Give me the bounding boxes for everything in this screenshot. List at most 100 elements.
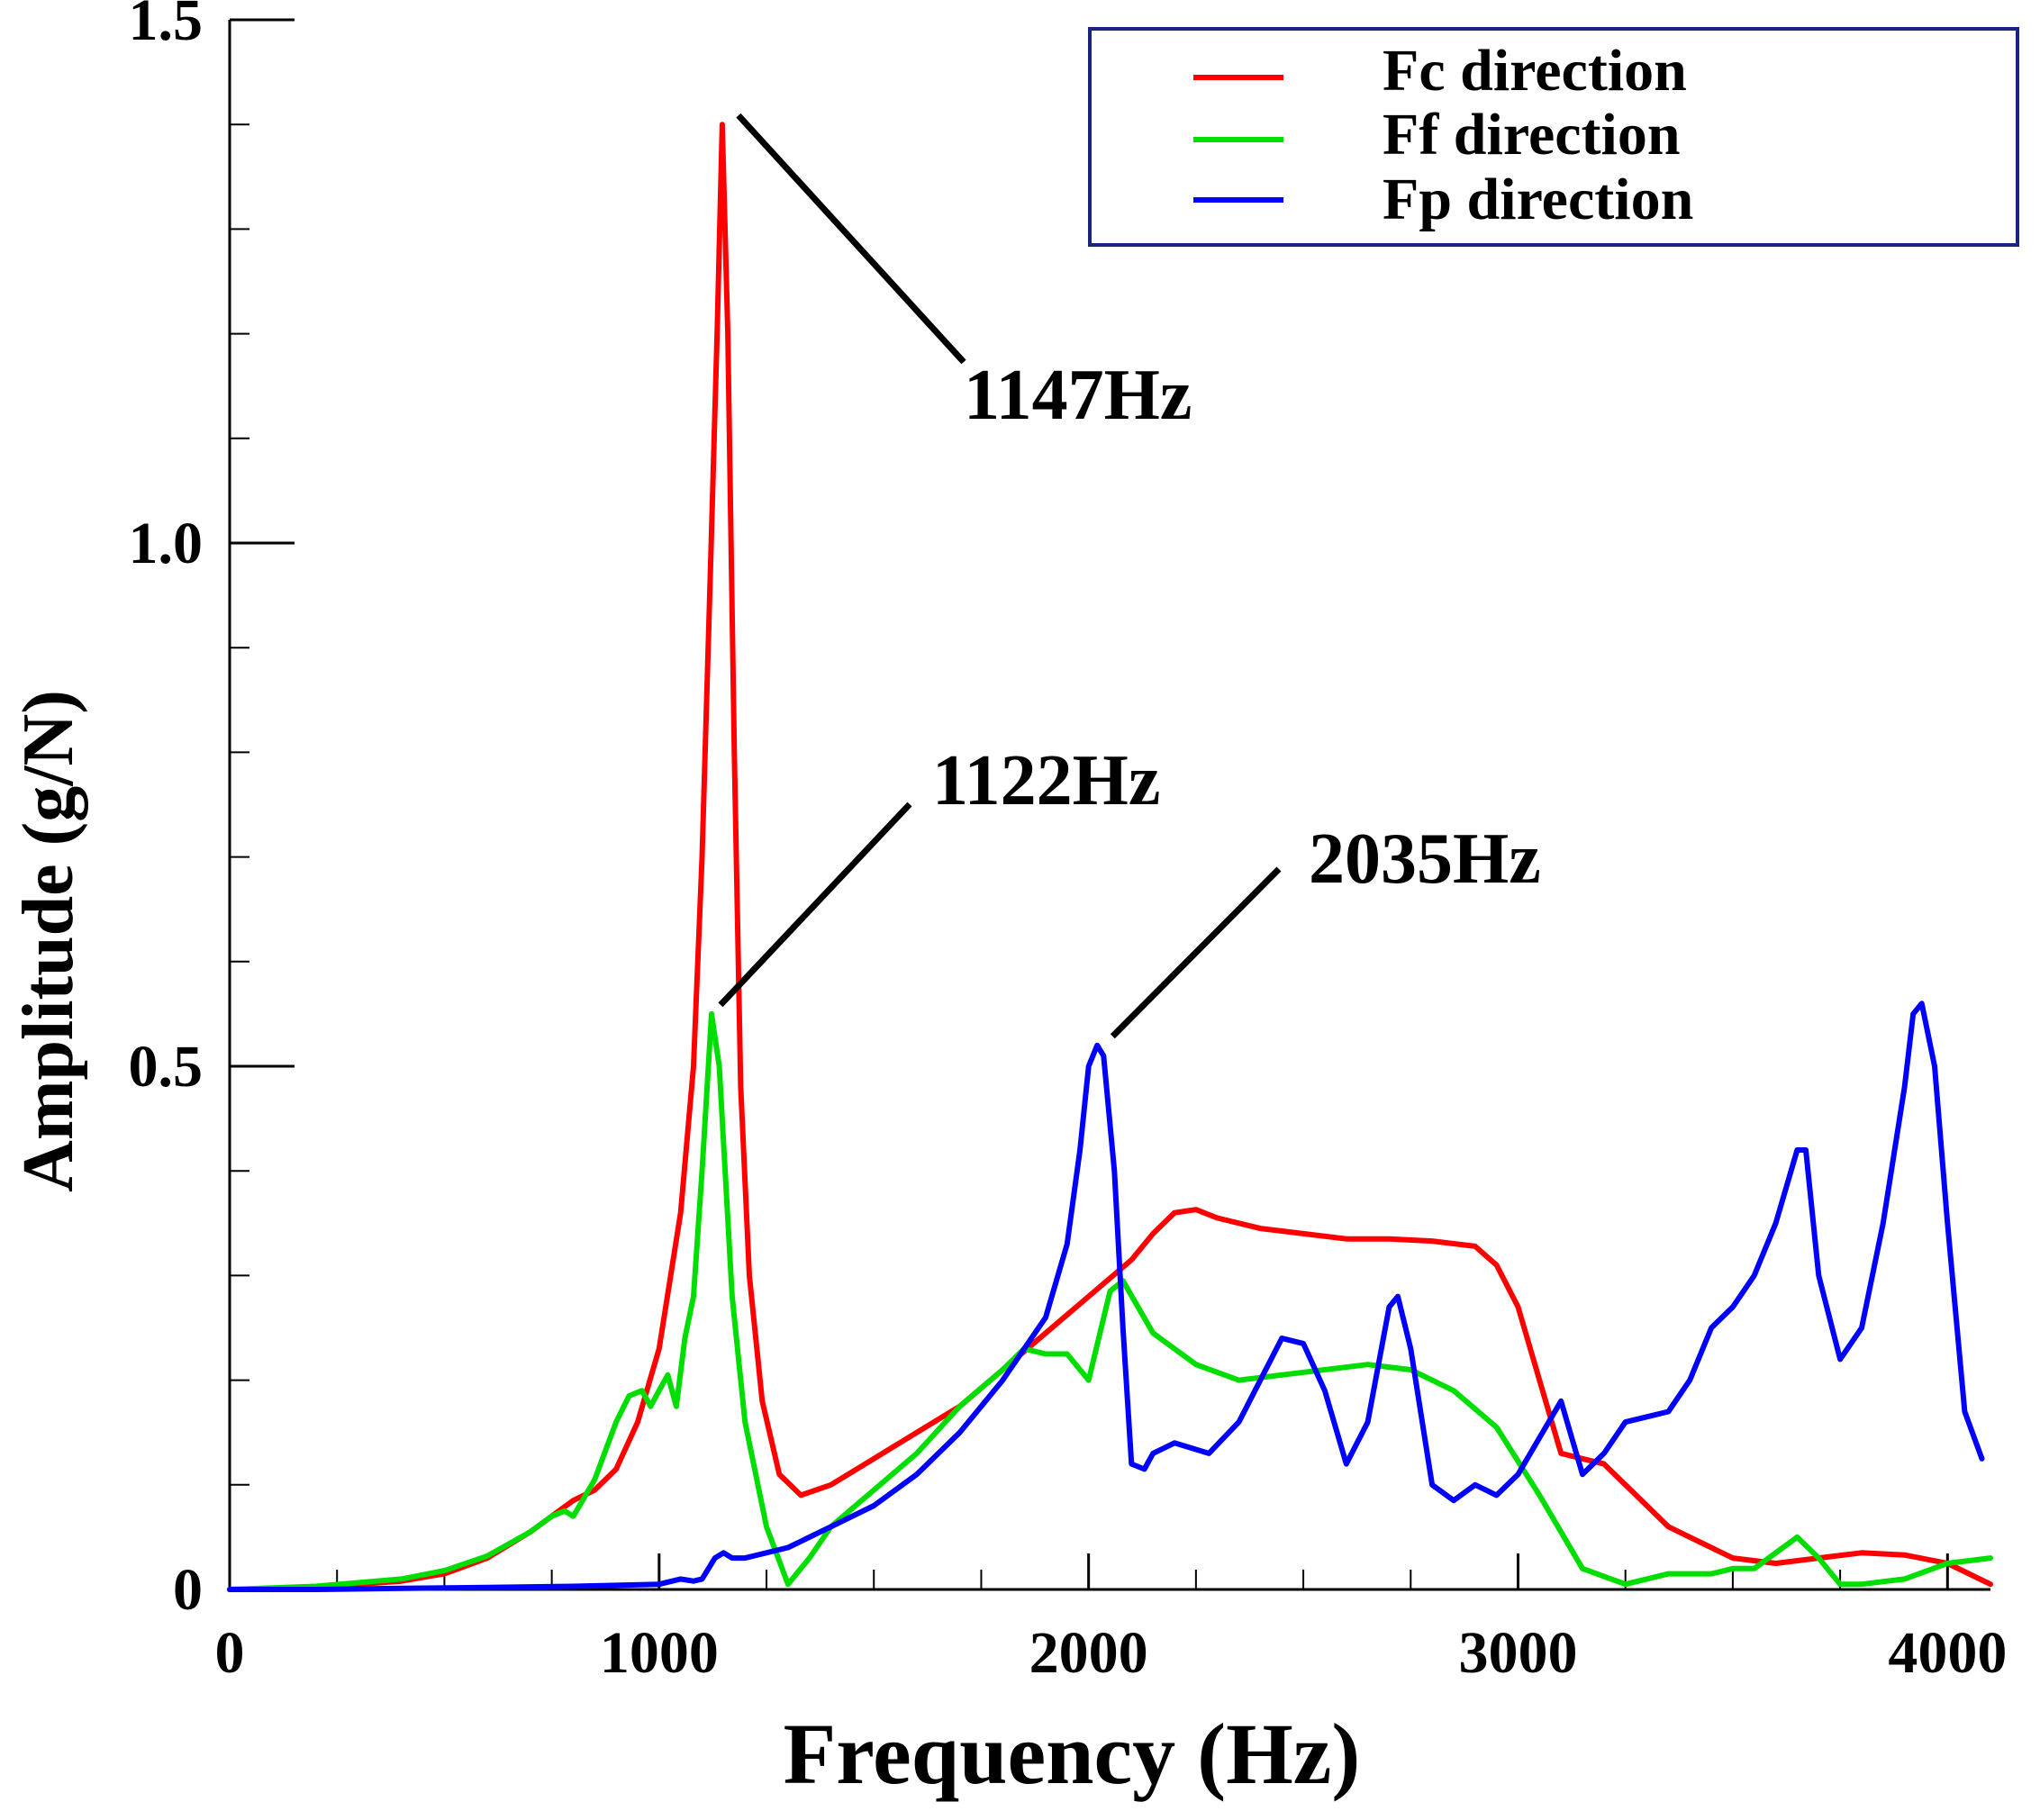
data-point: [1088, 1296, 1090, 1298]
data-point: [675, 1406, 677, 1408]
data-point: [778, 1473, 780, 1475]
data-point: [1045, 1332, 1047, 1334]
data-point: [1410, 1369, 1411, 1371]
data-point: [1431, 1484, 1433, 1486]
data-point: [1174, 1442, 1175, 1444]
data-point: [1775, 1562, 1777, 1564]
data-point: [744, 1557, 746, 1559]
data-point: [641, 1390, 643, 1391]
x-tick-label: 1000: [600, 1620, 719, 1686]
data-point: [615, 1421, 617, 1423]
data-point: [702, 856, 703, 858]
data-point: [748, 1274, 750, 1276]
data-point: [800, 1494, 802, 1496]
data-point: [551, 1516, 553, 1517]
data-point: [1775, 1222, 1777, 1224]
data-point: [959, 1432, 961, 1434]
data-point: [1431, 1240, 1433, 1242]
data-point: [1990, 1557, 1991, 1559]
series-points-2: [229, 1002, 1982, 1590]
data-point: [649, 1406, 651, 1408]
data-point: [739, 1086, 741, 1088]
data-point: [1195, 1209, 1197, 1210]
data-point: [1238, 1421, 1240, 1423]
data-point: [1388, 1238, 1390, 1240]
y-axis-title: Amplitude (g/N): [9, 690, 88, 1192]
data-point: [1861, 1327, 1863, 1328]
data-point: [1921, 1002, 1923, 1004]
data-point: [809, 1557, 811, 1559]
data-point: [564, 1510, 566, 1512]
data-point: [1238, 1380, 1240, 1381]
data-point: [1732, 1557, 1734, 1559]
data-point: [1818, 1274, 1819, 1276]
data-point: [1904, 1578, 1906, 1580]
data-point: [314, 1589, 316, 1590]
data-point: [693, 1296, 694, 1298]
data-point: [658, 1390, 660, 1391]
x-axis-title: Frequency (Hz): [784, 1706, 1361, 1802]
data-point: [1281, 1374, 1283, 1376]
data-point: [766, 1526, 767, 1527]
data-point: [731, 1557, 733, 1559]
data-point: [1732, 1306, 1734, 1308]
data-point: [1934, 1065, 1936, 1067]
series-line-0: [227, 122, 1993, 1592]
y-tick-label: 0: [173, 1557, 203, 1623]
y-tick-label: 1.0: [129, 511, 204, 576]
data-point: [486, 1587, 488, 1589]
data-point: [1625, 1583, 1627, 1585]
series-line-1: [227, 1010, 1993, 1592]
data-point: [693, 1580, 694, 1582]
data-point: [702, 1578, 703, 1580]
data-point: [787, 1547, 789, 1549]
legend-label-fp: Fp direction: [1383, 167, 1693, 232]
data-point: [666, 1374, 668, 1376]
data-point: [1002, 1369, 1003, 1371]
data-point: [1625, 1484, 1627, 1486]
data-point: [1946, 1562, 1948, 1564]
data-point: [1174, 1212, 1175, 1214]
data-point: [1689, 1536, 1691, 1538]
data-point: [873, 1505, 875, 1507]
data-point: [637, 1421, 639, 1423]
data-point: [1367, 1421, 1369, 1423]
data-point: [1195, 1363, 1197, 1365]
data-point: [1538, 1380, 1540, 1381]
data-point: [1122, 1327, 1124, 1328]
data-point: [1646, 1505, 1648, 1507]
data-point: [1113, 1170, 1115, 1172]
data-point: [1582, 1473, 1583, 1475]
x-tick-label: 4000: [1888, 1620, 2007, 1686]
legend-label-ff: Ff direction: [1383, 102, 1681, 168]
data-point: [1560, 1400, 1562, 1402]
data-point: [1904, 1086, 1906, 1088]
data-point: [719, 1065, 721, 1067]
data-point: [1839, 1583, 1841, 1585]
data-point: [733, 751, 735, 753]
data-point: [1667, 1410, 1669, 1412]
data-point: [572, 1586, 574, 1588]
data-point: [401, 1578, 403, 1580]
data-point: [1496, 1426, 1498, 1428]
data-point: [1110, 1290, 1111, 1292]
data-point: [1152, 1332, 1154, 1334]
data-point: [1088, 1380, 1090, 1381]
data-point: [1912, 1013, 1914, 1015]
data-point: [1474, 1484, 1476, 1486]
data-point: [1839, 1358, 1841, 1360]
data-point: [1079, 1149, 1081, 1151]
data-point: [702, 1170, 703, 1172]
data-point: [1861, 1583, 1863, 1585]
data-point: [572, 1499, 574, 1501]
annotation-label: 2035Hz: [1309, 819, 1541, 899]
data-point: [1066, 1244, 1068, 1245]
data-point: [1096, 1045, 1098, 1046]
data-point: [443, 1573, 445, 1575]
data-point: [716, 333, 718, 335]
series-points-1: [229, 1013, 1991, 1590]
data-point: [710, 563, 712, 565]
data-point: [1582, 1568, 1583, 1570]
data-point: [1517, 1473, 1519, 1475]
data-point: [615, 1468, 617, 1470]
